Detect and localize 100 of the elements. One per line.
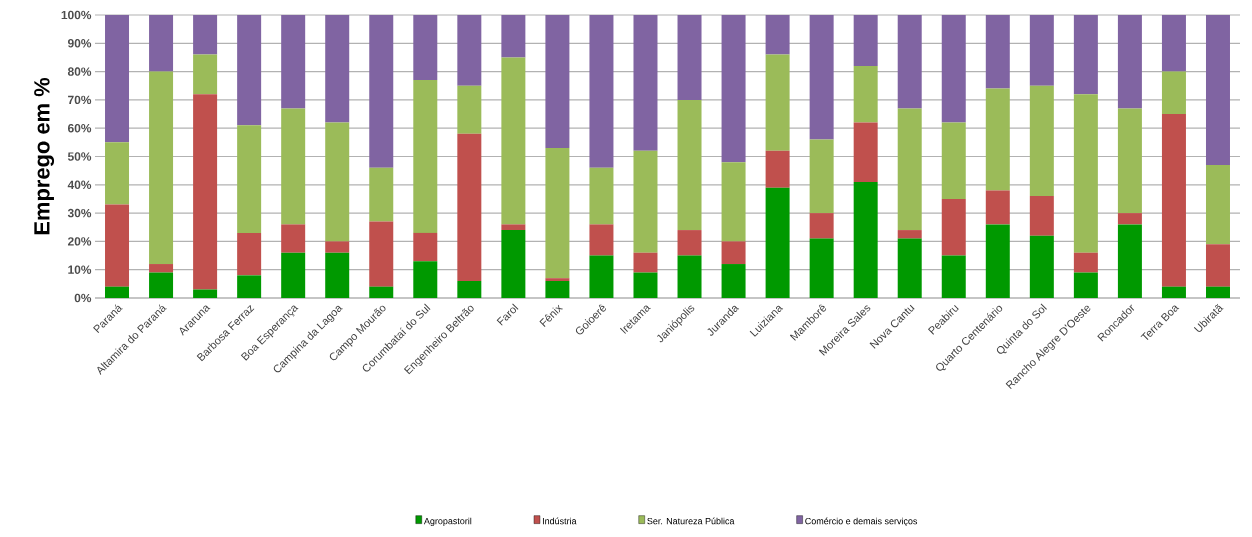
bar	[193, 289, 218, 298]
bar	[985, 15, 1010, 89]
bar	[325, 15, 350, 123]
bar	[1073, 15, 1098, 95]
bar	[149, 272, 174, 298]
bar	[985, 224, 1010, 298]
bar	[105, 15, 130, 143]
bar	[1205, 15, 1230, 165]
bar	[237, 125, 262, 233]
bar	[1205, 244, 1230, 287]
legend-label: Ser. Natureza Pública	[647, 517, 735, 525]
bar	[941, 122, 966, 199]
bar	[941, 255, 966, 298]
bar	[853, 65, 878, 123]
bar	[281, 224, 306, 253]
bar	[325, 241, 350, 253]
bar	[1117, 224, 1142, 298]
bar	[1161, 286, 1186, 298]
y-tick-label: 90%	[67, 39, 92, 48]
y-tick-label: 50%	[67, 152, 92, 161]
bar	[237, 275, 262, 298]
bar	[1161, 114, 1186, 287]
y-tick-label: 60%	[67, 123, 92, 133]
bar	[853, 122, 878, 182]
bar	[281, 252, 306, 298]
bar	[809, 139, 834, 214]
bar	[545, 278, 570, 282]
bar	[1029, 196, 1054, 236]
bar	[149, 264, 174, 273]
bar	[897, 108, 922, 231]
bar	[897, 15, 922, 109]
bar	[369, 167, 394, 222]
bar	[589, 167, 614, 225]
bar	[941, 198, 966, 256]
bar	[149, 15, 174, 72]
bar	[501, 230, 526, 298]
bar	[1117, 213, 1142, 225]
bar	[457, 281, 482, 298]
y-tick-label: 30%	[67, 208, 92, 218]
bar	[1073, 272, 1098, 298]
bar	[589, 15, 614, 168]
bar	[633, 252, 658, 273]
bar	[193, 94, 218, 290]
bar	[633, 150, 658, 253]
bar	[853, 181, 878, 298]
bar	[413, 80, 438, 233]
bar	[589, 255, 614, 298]
bar	[809, 213, 834, 239]
bar	[677, 99, 702, 231]
bar	[809, 238, 834, 298]
bar	[413, 232, 438, 262]
bar	[457, 133, 482, 282]
bar	[237, 15, 262, 126]
bar	[765, 15, 790, 55]
bar	[941, 15, 966, 123]
bar	[1029, 15, 1054, 86]
bar	[677, 255, 702, 298]
bar	[457, 15, 482, 86]
bar	[1073, 252, 1098, 273]
bar	[193, 15, 218, 55]
bar	[721, 162, 746, 242]
bar	[677, 230, 702, 256]
bar	[721, 241, 746, 265]
bar	[105, 142, 130, 205]
bar	[237, 232, 262, 276]
bar	[633, 15, 658, 151]
bar	[413, 261, 438, 298]
bar	[765, 54, 790, 151]
bar	[677, 15, 702, 100]
bar	[413, 15, 438, 81]
bar	[501, 57, 526, 225]
legend-label: Comércio e demais serviços	[805, 517, 918, 527]
bar	[149, 71, 174, 265]
bar	[501, 224, 526, 231]
y-tick-label: 100%	[61, 10, 92, 20]
bar	[545, 148, 570, 279]
bar	[721, 264, 746, 298]
legend-label: Indústria	[542, 517, 577, 525]
y-tick-label: 70%	[68, 95, 92, 105]
bar	[545, 15, 570, 149]
y-tick-label: 10%	[68, 265, 92, 274]
bar	[1205, 286, 1230, 298]
bar	[985, 190, 1010, 225]
bar	[809, 15, 834, 140]
bar	[1117, 108, 1142, 214]
bar	[633, 272, 658, 298]
bar	[853, 15, 878, 66]
bar	[1073, 94, 1098, 253]
bar	[457, 85, 482, 134]
bar	[985, 88, 1010, 191]
bar	[1161, 71, 1186, 115]
bar	[325, 252, 350, 298]
legend-label: Agropastoril	[423, 517, 472, 526]
bar	[501, 15, 526, 58]
y-tick-label: 40%	[67, 180, 92, 190]
bar	[105, 204, 130, 287]
bar	[1029, 235, 1054, 298]
bar	[369, 221, 394, 287]
bar	[589, 224, 614, 256]
bar	[765, 187, 790, 298]
